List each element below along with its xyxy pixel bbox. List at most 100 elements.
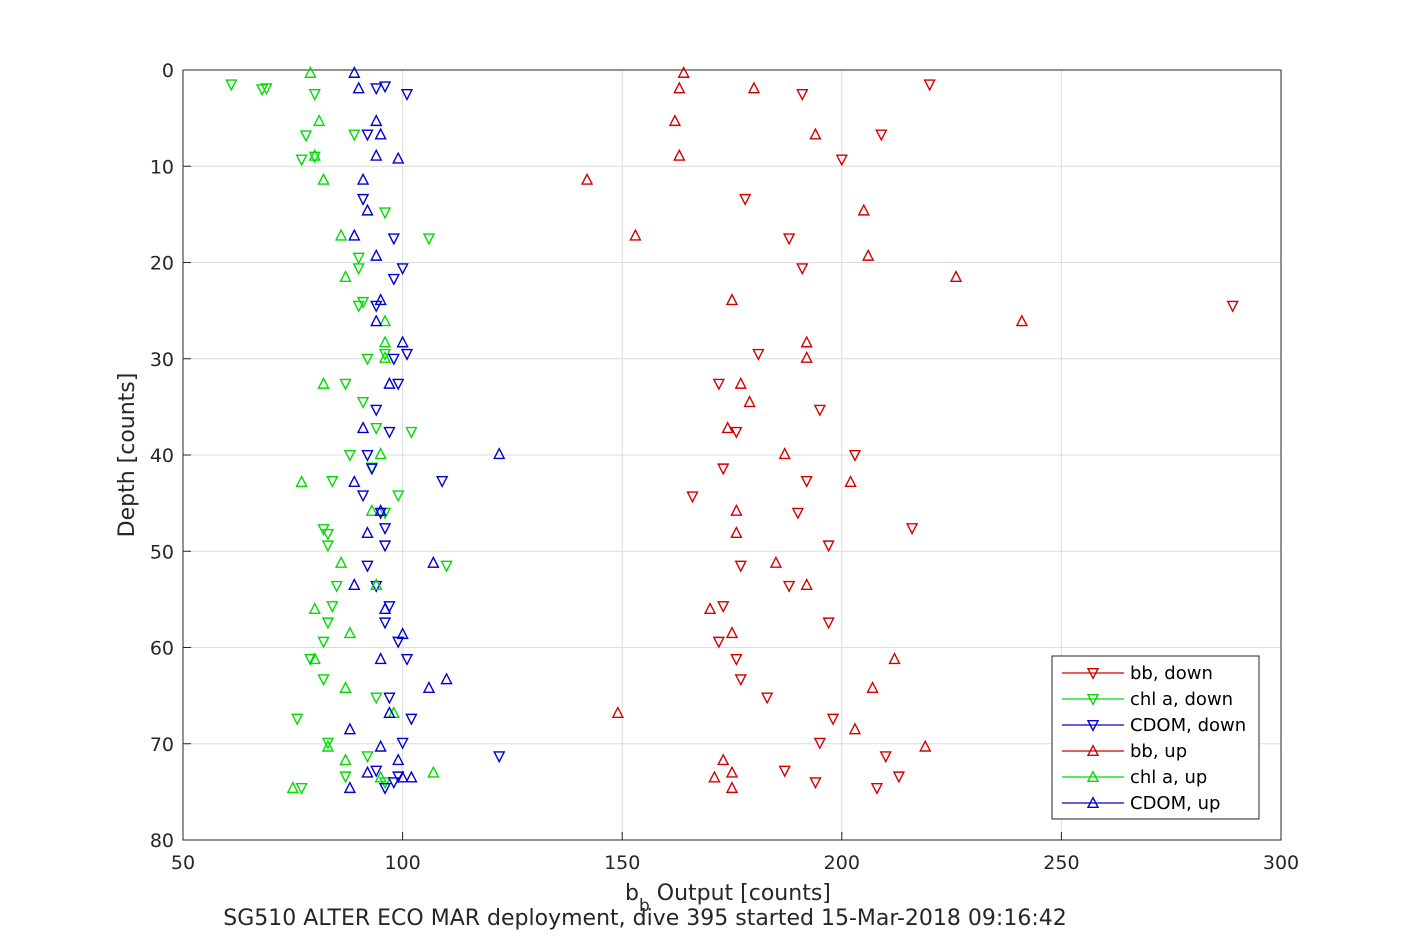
data-point (712, 636, 725, 649)
data-point (356, 193, 370, 206)
data-point (396, 737, 409, 750)
data-point (673, 148, 686, 161)
x-tick-label: 250 (1043, 852, 1079, 874)
data-point (708, 770, 721, 783)
legend-marker (1086, 796, 1100, 809)
data-point (923, 79, 936, 92)
data-point (387, 273, 400, 286)
data-point (493, 751, 506, 764)
data-point (370, 300, 383, 313)
data-point (339, 378, 352, 391)
data-point (378, 777, 392, 790)
data-point (339, 771, 352, 784)
data-point (356, 397, 370, 409)
series-chl-a-up (286, 66, 440, 794)
data-point (862, 248, 875, 261)
data-point (352, 263, 365, 276)
data-point (348, 66, 361, 78)
data-point (308, 602, 321, 615)
data-point (725, 626, 739, 639)
data-point (822, 617, 835, 630)
data-point (791, 507, 805, 520)
data-point (493, 447, 506, 460)
data-point (260, 83, 273, 96)
legend-marker (1086, 667, 1100, 680)
data-point (321, 528, 335, 541)
data-point (317, 376, 330, 389)
data-point (734, 376, 747, 389)
data-point (835, 154, 848, 167)
data-point (378, 350, 392, 363)
data-point (304, 66, 317, 78)
data-point (308, 89, 321, 101)
data-point (848, 449, 862, 462)
x-axis-label-rest: Output [counts] (650, 881, 831, 906)
data-point (374, 503, 387, 516)
data-point (747, 81, 761, 94)
y-tick-label: 20 (150, 253, 174, 275)
data-point (356, 172, 370, 185)
data-point (769, 555, 783, 568)
data-point (629, 228, 642, 241)
data-point (383, 706, 396, 718)
data-point (400, 654, 414, 666)
data-point (326, 475, 339, 488)
data-point (321, 737, 335, 750)
data-point (427, 555, 440, 568)
data-point (752, 348, 765, 361)
data-point (334, 228, 348, 241)
data-point (800, 335, 813, 348)
data-point (677, 66, 690, 78)
data-point (374, 739, 387, 752)
data-point (387, 233, 400, 246)
data-point (387, 353, 400, 366)
data-point (295, 475, 308, 487)
data-point (734, 560, 747, 573)
data-point (370, 83, 383, 96)
legend-entry-label: CDOM, down (1130, 715, 1246, 736)
data-point (703, 602, 717, 615)
data-point (405, 426, 418, 439)
data-point (875, 129, 888, 142)
data-point (317, 172, 330, 185)
data-point (225, 79, 238, 92)
legend-entry-label: bb, down (1130, 663, 1213, 684)
data-point (796, 263, 809, 276)
data-point (352, 252, 365, 265)
data-point (422, 681, 436, 693)
data-point (365, 463, 379, 476)
y-tick-label: 10 (150, 156, 174, 178)
data-point (580, 172, 594, 185)
legend-marker (1086, 744, 1100, 757)
data-point (374, 127, 387, 140)
data-point (686, 491, 699, 504)
y-tick-label: 40 (150, 445, 174, 467)
data-point (427, 765, 440, 778)
data-point (378, 782, 392, 795)
data-point (255, 84, 269, 97)
data-point (361, 526, 374, 539)
data-point (870, 782, 884, 795)
data-point (396, 770, 409, 783)
data-point (370, 580, 383, 593)
series-bb-up (580, 66, 1029, 794)
data-point (321, 617, 335, 630)
data-point (392, 378, 405, 391)
data-point (370, 148, 383, 161)
data-point (782, 233, 796, 246)
data-point (949, 270, 963, 282)
y-tick-label: 60 (150, 638, 174, 660)
legend-marker (1086, 770, 1100, 783)
data-point (866, 681, 879, 693)
data-point (396, 263, 409, 276)
data-point (370, 765, 383, 778)
axis-ticks: 50 100 150 200 250 300 0 10 20 30 40 50 60 70 80 (150, 60, 1299, 874)
data-point (796, 89, 809, 101)
data-point (361, 449, 374, 462)
x-axis-label-subscript: b (639, 896, 650, 916)
data-point (440, 672, 453, 685)
data-point (361, 765, 374, 778)
data-point (405, 713, 418, 726)
data-point (383, 692, 396, 705)
